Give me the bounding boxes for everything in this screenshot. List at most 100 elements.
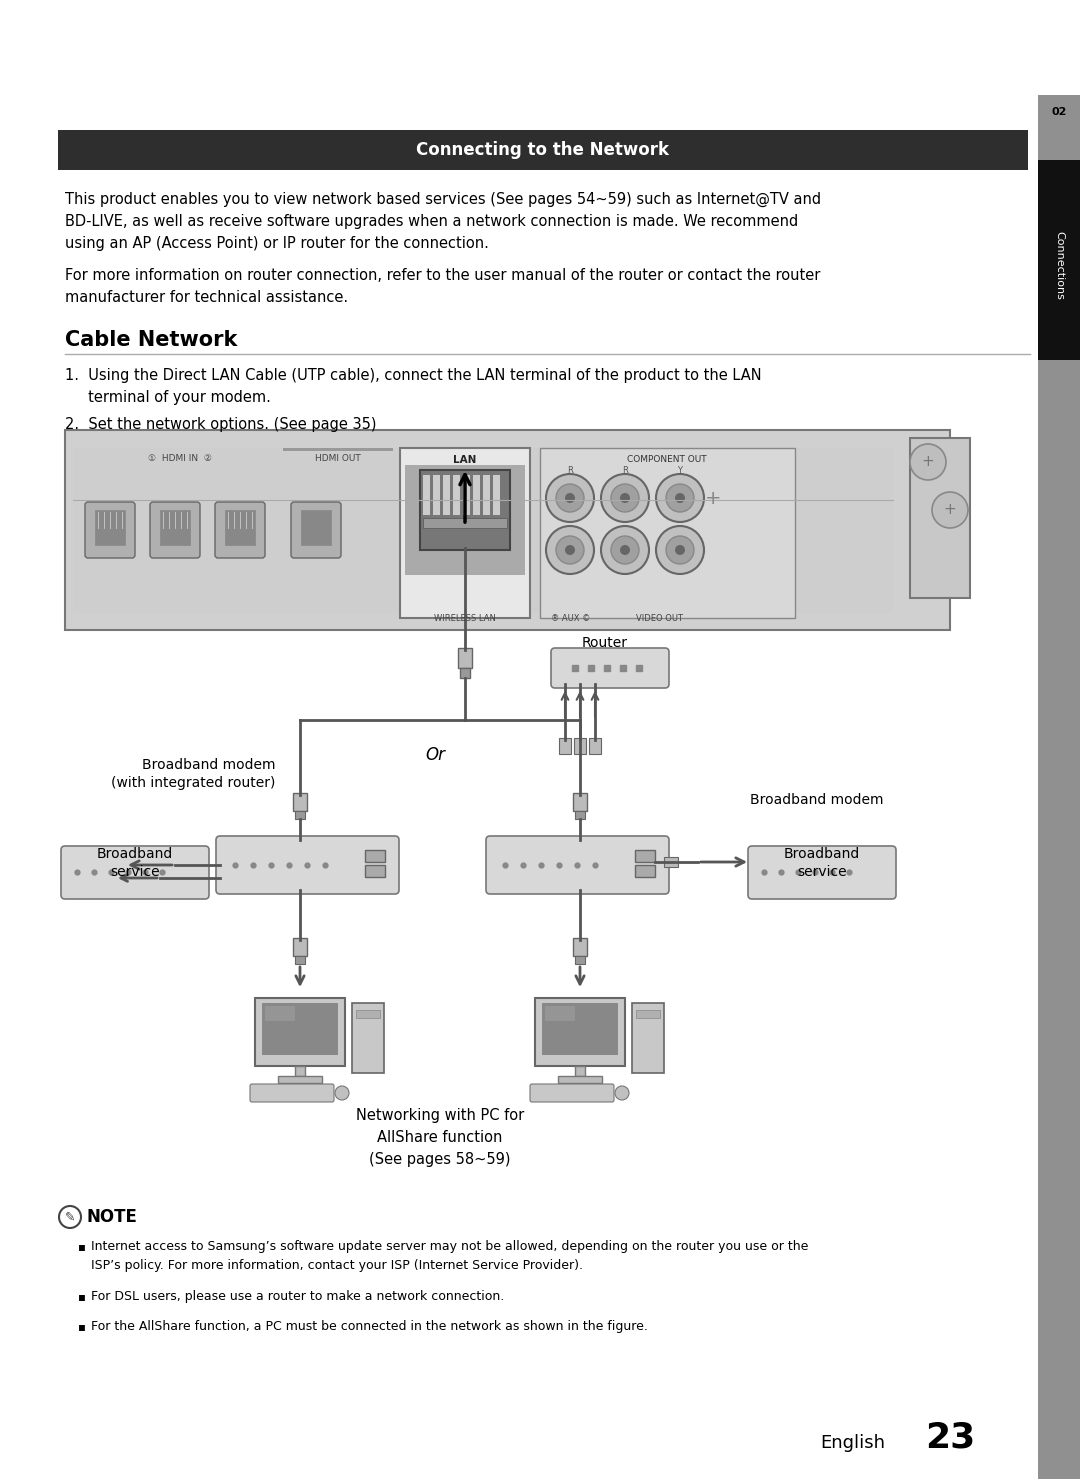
Bar (589, 738, 600, 754)
Text: For more information on router connection, refer to the user manual of the route: For more information on router connectio… (65, 268, 821, 282)
Text: using an AP (Access Point) or IP router for the connection.: using an AP (Access Point) or IP router … (65, 237, 489, 251)
Bar (433, 475, 440, 515)
Bar (575, 955, 585, 964)
Bar (540, 448, 795, 618)
Circle shape (620, 544, 630, 555)
Bar (1038, 0, 1080, 1479)
Text: +: + (944, 503, 957, 518)
Bar (295, 810, 305, 819)
Text: Connecting to the Network: Connecting to the Network (417, 141, 670, 160)
Text: ® AUX ©: ® AUX © (551, 614, 591, 623)
Circle shape (556, 484, 584, 512)
Circle shape (620, 493, 630, 503)
Circle shape (666, 484, 694, 512)
Circle shape (611, 535, 639, 563)
Bar (301, 510, 330, 544)
Text: R: R (622, 466, 627, 475)
Text: BD-LIVE, as well as receive software upgrades when a network connection is made.: BD-LIVE, as well as receive software upg… (65, 214, 798, 229)
Text: ✎: ✎ (65, 1210, 76, 1223)
Text: ▪: ▪ (78, 1290, 86, 1303)
Bar (664, 856, 678, 867)
Bar (352, 1003, 384, 1072)
Bar (265, 1006, 295, 1021)
Bar (542, 1003, 618, 1055)
Text: NOTE: NOTE (87, 1208, 138, 1226)
Bar (400, 448, 530, 618)
Text: Networking with PC for
AllShare function
(See pages 58~59): Networking with PC for AllShare function… (356, 1108, 524, 1167)
Text: 02: 02 (1051, 106, 1067, 117)
Bar (295, 955, 305, 964)
Bar (910, 438, 970, 598)
Bar (95, 510, 125, 544)
Bar (575, 810, 585, 819)
Bar (423, 518, 507, 528)
Text: Broadband modem
(with integrated router): Broadband modem (with integrated router) (110, 757, 275, 790)
Text: COMPONENT OUT: COMPONENT OUT (627, 456, 706, 464)
Bar (283, 448, 393, 451)
Text: ISP’s policy. For more information, contact your ISP (Internet Service Provider): ISP’s policy. For more information, cont… (91, 1259, 583, 1272)
Bar (356, 1010, 380, 1018)
Text: Connections: Connections (1054, 231, 1064, 299)
Circle shape (656, 473, 704, 522)
Bar (423, 475, 430, 515)
Bar (635, 850, 654, 862)
Bar (365, 865, 384, 877)
Bar (575, 1066, 585, 1077)
Bar (1038, 160, 1080, 359)
Text: Cable Network: Cable Network (65, 330, 238, 351)
Circle shape (546, 527, 594, 574)
Bar (636, 1010, 660, 1018)
Bar (295, 1066, 305, 1077)
Text: R: R (567, 466, 572, 475)
Text: 2.  Set the network options. (See page 35): 2. Set the network options. (See page 35… (65, 417, 377, 432)
Bar (160, 510, 190, 544)
Bar (255, 998, 345, 1066)
Bar (293, 793, 307, 810)
Bar (463, 475, 470, 515)
Text: manufacturer for technical assistance.: manufacturer for technical assistance. (65, 290, 348, 305)
Bar (473, 475, 480, 515)
Circle shape (675, 493, 685, 503)
Bar (1038, 359, 1080, 1479)
Bar (635, 865, 654, 877)
Bar (225, 510, 255, 544)
Bar (573, 793, 588, 810)
Circle shape (666, 535, 694, 563)
Text: Y: Y (677, 466, 683, 475)
Text: Router: Router (582, 636, 627, 649)
Text: Broadband
service: Broadband service (97, 847, 173, 880)
Text: HDMI OUT: HDMI OUT (315, 454, 361, 463)
FancyBboxPatch shape (85, 501, 135, 558)
Bar (1038, 0, 1080, 95)
Text: ①  HDMI IN  ②: ① HDMI IN ② (148, 454, 212, 463)
Bar (73, 448, 893, 612)
Bar (262, 1003, 338, 1055)
Circle shape (615, 1086, 629, 1100)
FancyBboxPatch shape (291, 501, 341, 558)
Circle shape (565, 493, 575, 503)
Text: This product enables you to view network based services (See pages 54~59) such a: This product enables you to view network… (65, 192, 821, 207)
Circle shape (600, 473, 649, 522)
Bar (492, 475, 500, 515)
FancyBboxPatch shape (530, 1084, 615, 1102)
Circle shape (611, 484, 639, 512)
Bar (573, 738, 586, 754)
Circle shape (546, 473, 594, 522)
Bar (365, 850, 384, 862)
Bar (405, 464, 525, 575)
Text: For the AllShare function, a PC must be connected in the network as shown in the: For the AllShare function, a PC must be … (91, 1319, 648, 1333)
Bar (458, 648, 472, 669)
Bar (158, 873, 172, 883)
Bar (65, 430, 950, 630)
FancyBboxPatch shape (60, 846, 210, 899)
Bar (58, 130, 1028, 170)
Circle shape (656, 527, 704, 574)
Bar (483, 475, 490, 515)
Text: WIRELESS LAN: WIRELESS LAN (434, 614, 496, 623)
Bar (420, 470, 510, 550)
Bar (453, 475, 460, 515)
Bar (559, 738, 571, 754)
Text: VIDEO OUT: VIDEO OUT (636, 614, 684, 623)
Bar (293, 938, 307, 955)
Circle shape (675, 544, 685, 555)
